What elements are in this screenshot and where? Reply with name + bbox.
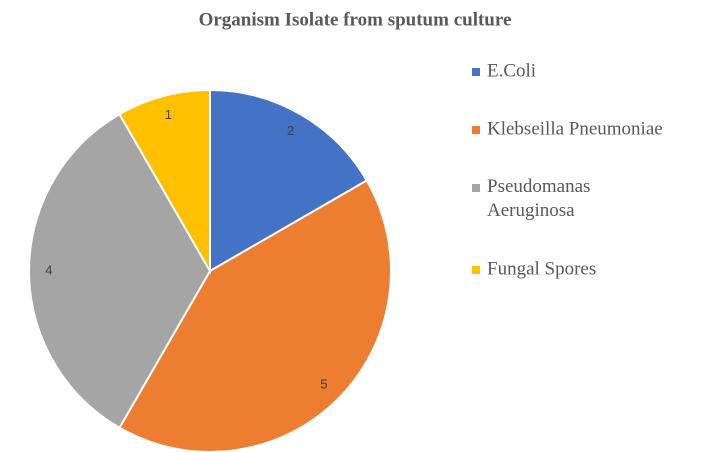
legend-label: Fungal Spores <box>487 258 596 279</box>
legend-label: Klebseilla Pneumoniae <box>487 118 663 139</box>
chart-title: Organism Isolate from sputum culture <box>199 9 512 30</box>
data-label: 5 <box>320 376 327 391</box>
pie-slice <box>118 88 211 275</box>
data-label: 4 <box>45 262 52 277</box>
pie-slice <box>118 179 392 452</box>
legend-label: E.Coli <box>487 60 536 81</box>
data-label: 1 <box>165 107 172 122</box>
legend-swatch <box>472 126 480 134</box>
legend-swatch <box>472 184 480 192</box>
data-label: 2 <box>287 123 294 138</box>
legend-label: Pseudomanas Aeruginosa <box>487 176 595 221</box>
pie-slice <box>209 88 369 273</box>
legend-swatch <box>472 266 480 274</box>
legend-swatch <box>472 68 480 76</box>
